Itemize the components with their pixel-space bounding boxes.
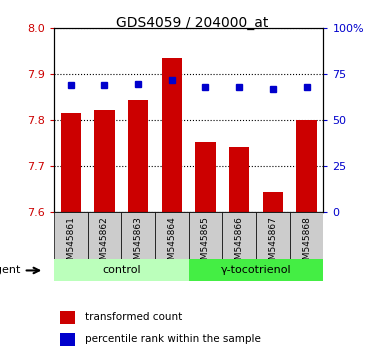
Bar xyxy=(61,113,81,212)
Bar xyxy=(60,311,75,324)
Bar xyxy=(290,212,323,260)
Text: γ-tocotrienol: γ-tocotrienol xyxy=(221,266,291,275)
Text: agent: agent xyxy=(0,266,20,275)
Bar xyxy=(155,212,189,260)
Text: GSM545861: GSM545861 xyxy=(66,216,75,271)
Text: GDS4059 / 204000_at: GDS4059 / 204000_at xyxy=(116,16,269,30)
Text: GSM545864: GSM545864 xyxy=(167,216,176,271)
Text: GSM545863: GSM545863 xyxy=(134,216,142,271)
Bar xyxy=(162,58,182,212)
Bar xyxy=(189,212,223,260)
Text: percentile rank within the sample: percentile rank within the sample xyxy=(85,335,261,344)
Bar xyxy=(263,192,283,212)
Bar xyxy=(88,212,121,260)
Bar xyxy=(189,259,323,281)
Text: transformed count: transformed count xyxy=(85,312,182,322)
Bar xyxy=(229,147,249,212)
Text: GSM545865: GSM545865 xyxy=(201,216,210,271)
Text: control: control xyxy=(102,266,141,275)
Bar xyxy=(60,333,75,346)
Bar xyxy=(54,212,88,260)
Text: GSM545868: GSM545868 xyxy=(302,216,311,271)
Bar xyxy=(121,212,155,260)
Bar xyxy=(128,100,148,212)
Bar xyxy=(54,259,189,281)
Text: GSM545862: GSM545862 xyxy=(100,216,109,271)
Bar xyxy=(223,212,256,260)
Bar xyxy=(296,120,316,212)
Text: GSM545867: GSM545867 xyxy=(268,216,277,271)
Bar xyxy=(196,142,216,212)
Bar xyxy=(256,212,290,260)
Text: GSM545866: GSM545866 xyxy=(235,216,244,271)
Bar xyxy=(94,110,115,212)
